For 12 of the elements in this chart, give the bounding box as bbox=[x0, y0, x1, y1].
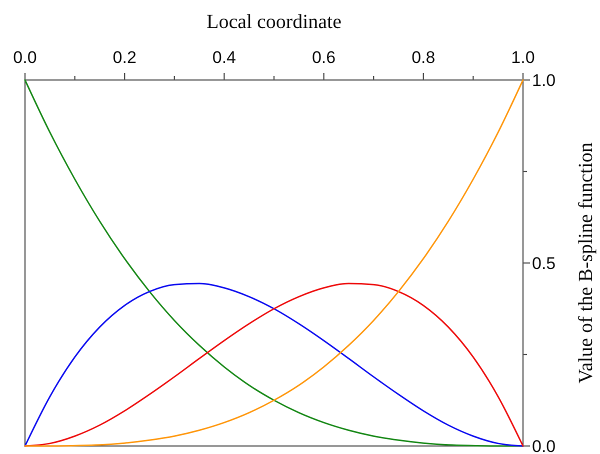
x-tick-label: 0.6 bbox=[312, 48, 336, 67]
x-axis-title: Local coordinate bbox=[206, 11, 342, 33]
y-tick-label: 0.0 bbox=[532, 436, 556, 454]
y-axis-title: Value of the B-spline function bbox=[575, 142, 597, 384]
x-tick-label: 0.4 bbox=[212, 48, 236, 67]
x-tick-label: 0.2 bbox=[112, 48, 136, 67]
x-tick-label: 0.0 bbox=[13, 48, 37, 67]
line-series bbox=[24, 282, 524, 447]
y-tick-label: 0.5 bbox=[532, 254, 556, 273]
x-tick-label: 0.8 bbox=[412, 48, 436, 67]
y-tick-label: 1.0 bbox=[532, 70, 556, 90]
x-tick-label: 1.0 bbox=[511, 48, 535, 67]
